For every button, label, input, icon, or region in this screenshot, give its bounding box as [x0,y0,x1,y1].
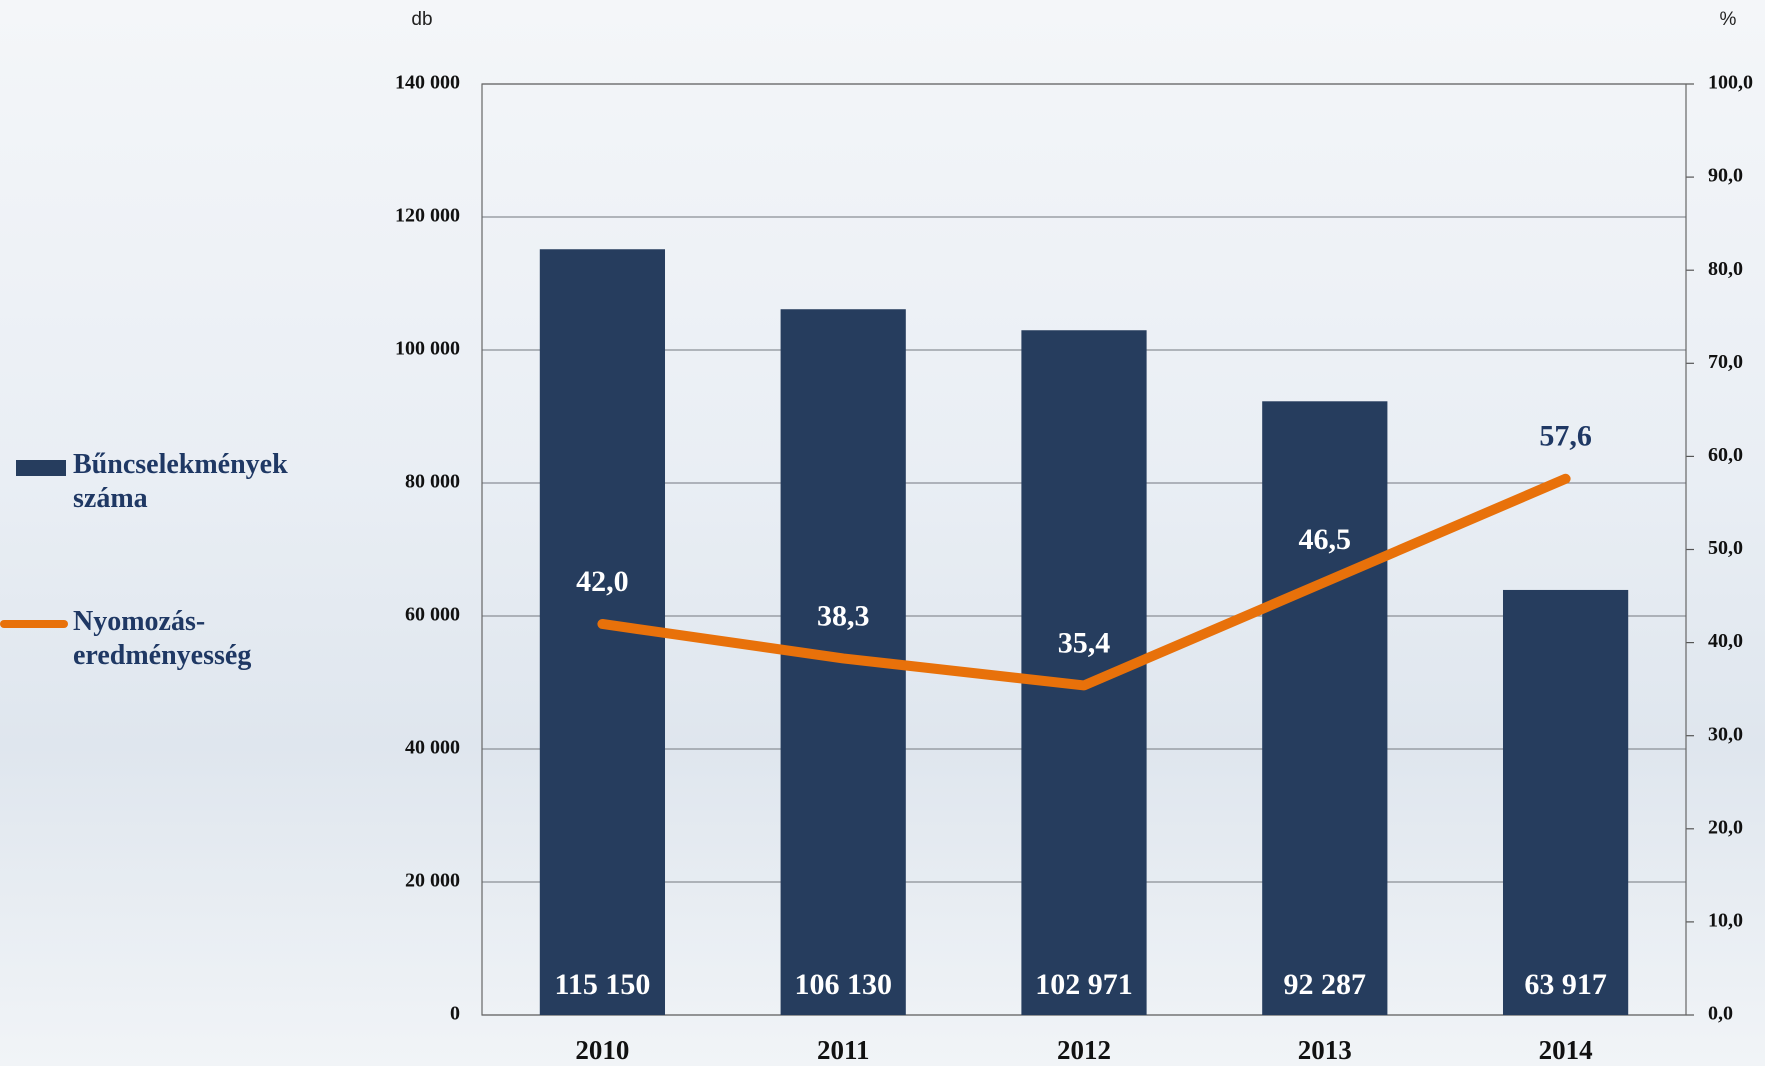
y2-tick-label: 60,0 [1708,444,1743,466]
line-value-label: 46,5 [1299,523,1352,556]
bar-value-label: 92 287 [1284,968,1367,1001]
legend-label: Bűncselekmények száma [73,449,288,514]
y2-unit-label: % [1720,9,1737,30]
y-tick-label: 80 000 [405,471,460,493]
y2-tick-label: 0,0 [1708,1003,1733,1025]
y2-tick-label: 100,0 [1708,72,1753,94]
y2-tick-label: 40,0 [1708,630,1743,652]
y2-tick-label: 70,0 [1708,351,1743,373]
legend-label: Nyomozás-eredményesség [73,606,252,671]
y2-tick-label: 80,0 [1708,258,1743,280]
bar [1502,589,1629,1015]
y2-tick-label: 30,0 [1708,723,1743,745]
legend-item: Nyomozás-eredményesség [0,605,251,673]
y-tick-label: 120 000 [395,205,460,227]
y-tick-label: 60 000 [405,604,460,626]
x-tick-label: 2014 [1539,1035,1593,1065]
line [597,473,1571,691]
line-value-label: 42,0 [576,565,629,598]
y-tick-label: 20 000 [405,870,460,892]
line-value-label: 38,3 [817,599,870,632]
line-value-label: 35,4 [1058,626,1111,659]
y2-tick-label: 50,0 [1708,537,1743,559]
bar-value-label: 63 917 [1524,968,1607,1001]
legend-swatch [0,620,68,628]
legend-item: Bűncselekmények száma [16,448,288,516]
y-tick-label: 140 000 [395,72,460,94]
x-tick-label: 2011 [817,1035,870,1065]
x-tick-label: 2010 [575,1035,629,1065]
y2-tick-label: 20,0 [1708,816,1743,838]
legend-swatch [16,460,66,476]
y-tick-label: 0 [450,1003,460,1025]
y-unit-label: db [411,9,432,30]
y2-tick-label: 10,0 [1708,909,1743,931]
bar-value-label: 106 130 [794,968,892,1001]
bar-value-label: 102 971 [1035,968,1133,1001]
bar [1021,330,1147,1015]
x-tick-label: 2013 [1298,1035,1352,1065]
y-tick-label: 100 000 [395,338,460,360]
line-value-label: 57,6 [1539,420,1592,453]
y2-tick-label: 90,0 [1708,165,1743,187]
y-tick-label: 40 000 [405,737,460,759]
bar-value-label: 115 150 [554,968,650,1001]
x-tick-label: 2012 [1057,1035,1111,1065]
bar [1262,401,1388,1015]
